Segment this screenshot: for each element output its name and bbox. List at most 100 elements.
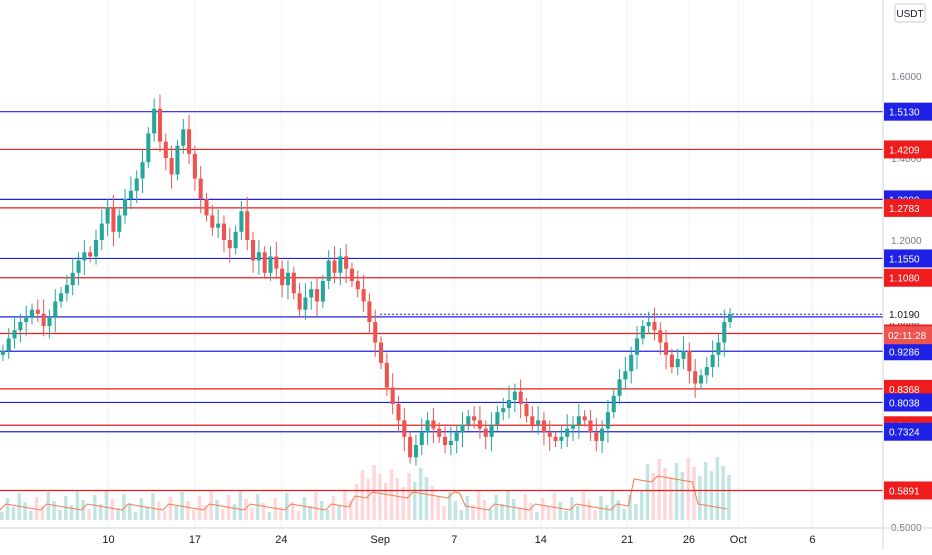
volume-bar	[651, 473, 656, 520]
volume-bar	[261, 503, 266, 520]
candle-body	[123, 199, 128, 216]
volume-bar	[610, 491, 615, 520]
candle-body	[425, 420, 430, 433]
candle-body	[710, 354, 715, 368]
volume-bar	[255, 494, 260, 520]
candle-body	[483, 428, 488, 437]
volume-bar	[133, 512, 138, 520]
candle-body	[297, 293, 302, 310]
volume-bar	[453, 501, 458, 520]
volume-bar	[215, 500, 219, 520]
candle-body	[413, 445, 418, 458]
volume-bar	[378, 474, 382, 520]
level-label: 0.7324	[889, 428, 920, 439]
time-tick-label: 21	[621, 534, 633, 546]
volume-bar	[232, 504, 237, 520]
candle-body	[117, 215, 122, 232]
candle-body	[88, 252, 93, 257]
volume-bar	[482, 500, 487, 520]
candle-body	[722, 322, 727, 343]
candle-body	[646, 322, 651, 327]
volume-bar	[709, 471, 714, 520]
volume-bar	[290, 502, 295, 520]
candle-body	[512, 391, 517, 400]
candle-body	[629, 354, 634, 372]
candle-body	[582, 416, 587, 421]
volume-bar	[541, 498, 545, 520]
price-axis: USDT 1.60001.40001.20000.50001.51301.420…	[882, 0, 932, 550]
last-price-tag	[884, 305, 932, 324]
volume-bar	[663, 468, 667, 520]
level-label: 1.2783	[889, 204, 920, 215]
level-tag	[884, 198, 932, 217]
countdown-label: 02:11:28	[888, 331, 927, 342]
candle-body	[693, 371, 698, 384]
volume-bar	[442, 506, 446, 520]
volume-bar	[296, 511, 301, 520]
volume-bar	[605, 505, 609, 520]
candle-body	[559, 436, 564, 441]
volume-bar	[715, 457, 720, 520]
level-lines	[0, 111, 883, 492]
candle-body	[437, 428, 442, 437]
volume-bar	[69, 505, 74, 520]
candle-body	[152, 108, 157, 134]
candle-body	[93, 240, 99, 257]
volume-bar	[511, 499, 516, 520]
volume-bar	[535, 512, 539, 520]
volume-bar	[523, 494, 528, 520]
candle-body	[716, 342, 721, 355]
volume-bar	[564, 511, 568, 520]
volume-bar	[465, 496, 469, 520]
candle-body	[82, 252, 87, 261]
candle-body	[617, 379, 622, 396]
volume-bar	[645, 464, 650, 520]
candle-body	[35, 309, 40, 314]
candle-body	[256, 252, 261, 261]
candle-body	[233, 231, 238, 249]
volume-ma-line	[0, 475, 728, 511]
volume-bar	[34, 497, 39, 520]
volume-bar	[139, 498, 144, 520]
candle-body	[47, 317, 52, 327]
candle-body	[379, 342, 384, 363]
price-tick-label: 1.6000	[891, 72, 922, 83]
candle-body	[594, 432, 599, 441]
candle-body	[146, 133, 151, 163]
candle-body	[384, 363, 389, 388]
candle-body	[239, 211, 244, 232]
candle-body	[419, 432, 424, 445]
candle-body	[402, 420, 407, 437]
candle-body	[175, 145, 180, 175]
volume-bar	[517, 508, 522, 520]
candle-body	[565, 428, 570, 437]
candle-body	[59, 293, 64, 302]
time-tick-label: Sep	[370, 534, 390, 546]
volume-bar	[46, 492, 51, 520]
volume-bar	[145, 507, 149, 520]
candle-body	[553, 436, 558, 441]
volume-bar	[273, 498, 277, 520]
volume-bar	[0, 512, 4, 520]
volume-bar	[203, 505, 208, 520]
volume-bar	[616, 500, 621, 520]
volume-bar	[168, 497, 173, 520]
volume-bar	[40, 506, 45, 520]
volume-bar	[413, 482, 417, 520]
volume-bar	[331, 496, 336, 520]
candle-body	[291, 272, 296, 294]
volume-bar	[436, 497, 440, 520]
candle-body	[216, 223, 221, 228]
volume-bar	[692, 467, 696, 520]
candle-body	[268, 256, 273, 273]
candles	[0, 94, 733, 466]
level-tag	[884, 140, 932, 159]
candle-body	[669, 354, 674, 368]
candle-body	[349, 268, 354, 281]
candle-body	[187, 129, 192, 154]
time-tick-label: 24	[275, 534, 287, 546]
level-label: 0.8038	[889, 398, 920, 409]
currency-badge[interactable]	[894, 3, 926, 23]
volume-bar	[29, 511, 33, 520]
